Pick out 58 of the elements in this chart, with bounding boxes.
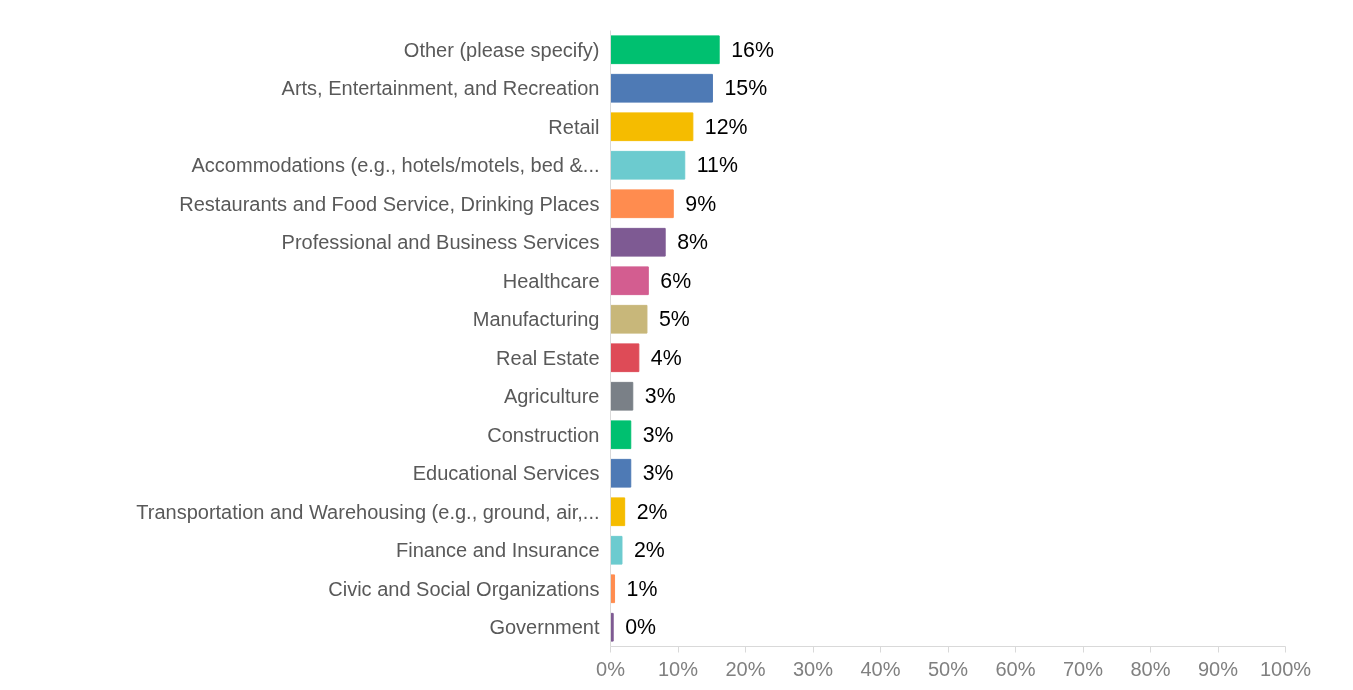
data-label: 6% [660, 268, 692, 293]
data-label: 2% [636, 499, 668, 524]
y-tick-label: Transportation and Warehousing (e.g., ground, air,... [136, 500, 600, 523]
x-tick-label: 100% [1259, 657, 1312, 680]
bar [610, 535, 623, 565]
bar [610, 304, 648, 334]
data-label: 12% [704, 114, 748, 139]
y-tick-label: Real Estate [496, 346, 600, 369]
data-label: 5% [658, 307, 690, 332]
bar [610, 266, 649, 296]
bar [610, 150, 686, 180]
x-tick-label: 10% [657, 657, 699, 680]
data-label: 8% [677, 230, 709, 255]
bar [610, 420, 632, 450]
x-tick-label: 80% [1130, 657, 1171, 680]
x-tick-label: 70% [1062, 657, 1104, 680]
y-tick-label: Agriculture [503, 385, 600, 408]
x-tick-label: 40% [860, 657, 901, 680]
y-tick-label: Finance and Insurance [396, 539, 600, 562]
bar [610, 189, 674, 219]
y-tick-label: Educational Services [412, 462, 600, 485]
x-tick-label: 20% [725, 657, 766, 680]
x-tick-label: 90% [1197, 657, 1239, 680]
bar [610, 73, 713, 103]
bar [610, 458, 632, 488]
data-label: 16% [731, 37, 774, 62]
y-tick-label: Government [489, 616, 600, 639]
data-label: 3% [644, 384, 676, 409]
y-tick-label: Construction [487, 423, 600, 446]
y-tick-label: Manufacturing [472, 308, 600, 331]
y-tick-label: Arts, Entertainment, and Recreation [281, 77, 600, 100]
data-label: 9% [685, 191, 717, 216]
data-label: 0% [625, 615, 657, 640]
data-label: 11% [696, 153, 738, 178]
data-label: 1% [626, 576, 658, 601]
x-tick-label: 60% [995, 657, 1036, 680]
y-tick-label: Restaurants and Food Service, Drinking Places [179, 192, 600, 215]
y-tick-label: Professional and Business Services [281, 231, 600, 254]
y-tick-label: Healthcare [502, 269, 600, 292]
y-tick-label: Civic and Social Organizations [328, 577, 600, 600]
bar [610, 35, 720, 65]
bar [610, 612, 614, 642]
data-label: 2% [633, 538, 665, 563]
y-tick-label: Other (please specify) [403, 38, 600, 61]
y-tick-label: Accommodations (e.g., hotels/motels, bed &... [191, 154, 600, 177]
data-label: 4% [650, 345, 682, 370]
data-label: 15% [724, 76, 768, 101]
data-label: 3% [642, 461, 674, 486]
data-label: 3% [642, 422, 674, 447]
bar [610, 227, 666, 257]
x-tick-label: 50% [927, 657, 969, 680]
bar [610, 381, 634, 411]
x-tick-label: 0% [596, 657, 626, 680]
y-tick-label: Retail [548, 115, 600, 138]
x-tick-label: 30% [792, 657, 834, 680]
bar [610, 343, 640, 373]
bar [610, 497, 626, 527]
bar [610, 112, 694, 142]
